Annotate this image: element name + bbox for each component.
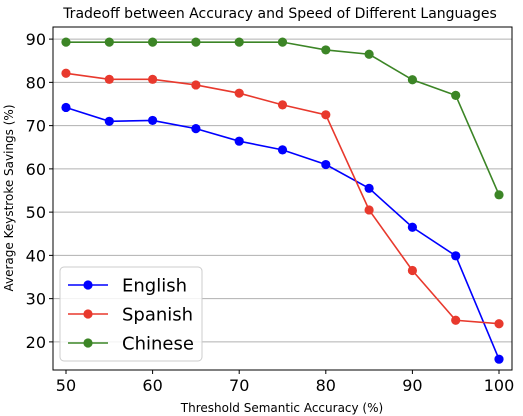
legend-label-spanish: Spanish	[122, 305, 193, 326]
data-point-spanish	[104, 74, 114, 84]
series-english	[61, 102, 504, 364]
data-point-chinese	[494, 190, 504, 200]
data-point-chinese	[451, 90, 461, 100]
legend-label-chinese: Chinese	[122, 334, 194, 355]
legend: English Spanish Chinese	[59, 266, 203, 362]
data-point-english	[61, 102, 71, 113]
x-tick-label: 60	[142, 376, 162, 395]
data-point-chinese	[321, 45, 331, 55]
legend-swatch-marker	[83, 309, 93, 319]
data-point-english	[321, 159, 331, 170]
data-point-spanish	[364, 205, 374, 215]
data-point-spanish	[61, 68, 71, 78]
series-spanish	[61, 68, 504, 329]
data-point-chinese	[234, 37, 244, 47]
data-point-spanish	[234, 88, 244, 98]
data-point-english	[407, 222, 418, 232]
data-point-english	[277, 145, 288, 155]
data-point-chinese	[61, 37, 71, 47]
legend-label-english: English	[122, 276, 187, 297]
legend-item-chinese: Chinese	[68, 334, 194, 355]
y-tick-label: 70	[26, 117, 46, 136]
data-point-english	[364, 183, 374, 193]
x-tick-label: 70	[229, 376, 249, 395]
data-point-chinese	[147, 37, 158, 47]
data-point-chinese	[104, 37, 114, 47]
data-point-english	[147, 115, 158, 126]
series-line-chinese	[65, 41, 500, 196]
x-tick-label: 90	[402, 376, 422, 395]
data-point-spanish	[147, 74, 158, 84]
y-tick-label: 90	[26, 30, 46, 49]
data-point-english	[494, 354, 504, 364]
x-tick-label: 50	[56, 376, 76, 395]
series-chinese	[61, 37, 504, 200]
data-point-spanish	[451, 315, 461, 325]
y-tick-label: 30	[26, 290, 46, 309]
data-point-spanish	[407, 265, 418, 276]
data-point-spanish	[191, 80, 201, 90]
legend-item-english: English	[68, 276, 187, 297]
chart-title: Tradeoff between Accuracy and Speed of D…	[62, 6, 497, 22]
x-axis-label: Threshold Semantic Accuracy (%)	[180, 401, 383, 415]
data-point-chinese	[191, 37, 201, 47]
legend-swatch-marker	[83, 280, 93, 290]
ticks: 20 30 40 50 60 70 80 90 50 60 70 80 90 100	[26, 30, 515, 395]
legend-box	[59, 266, 203, 362]
data-point-spanish	[321, 110, 331, 120]
plot-frame	[52, 26, 513, 371]
legend-swatch-marker	[83, 338, 93, 348]
y-tick-label: 80	[26, 73, 46, 92]
y-tick-label: 60	[26, 160, 46, 179]
series-layer	[61, 37, 504, 364]
data-point-english	[104, 116, 114, 126]
data-point-english	[451, 251, 461, 261]
data-point-chinese	[364, 49, 374, 59]
data-point-english	[234, 136, 244, 146]
y-tick-label: 50	[26, 203, 46, 222]
data-point-chinese	[407, 75, 418, 85]
data-point-chinese	[277, 37, 288, 47]
y-axis-label: Average Keystroke Savings (%)	[2, 105, 16, 292]
x-tick-label: 80	[316, 376, 336, 395]
legend-item-spanish: Spanish	[68, 305, 193, 326]
y-tick-label: 20	[26, 333, 46, 352]
y-tick-label: 40	[26, 246, 46, 265]
data-point-spanish	[494, 319, 504, 329]
data-point-spanish	[277, 100, 288, 110]
data-point-english	[191, 124, 201, 134]
x-tick-label: 100	[484, 376, 515, 395]
